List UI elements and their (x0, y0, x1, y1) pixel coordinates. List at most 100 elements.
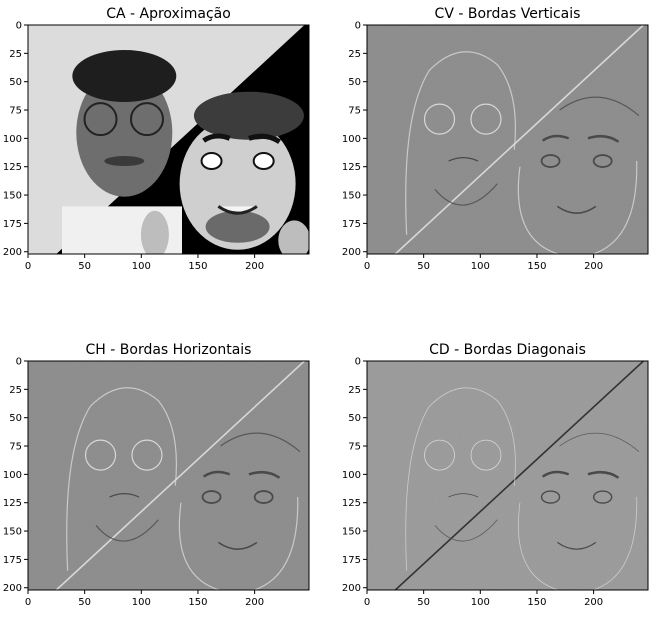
y-tick-label: 50 (9, 413, 22, 424)
glasses-edge (131, 439, 163, 471)
y-tick-label: 125 (342, 498, 361, 509)
mouth-edge (448, 493, 479, 498)
contour-edge (559, 432, 640, 452)
x-tick-label: 0 (25, 597, 31, 608)
panel-title: CV - Bordas Verticais (435, 6, 581, 22)
hair-avatar (193, 91, 304, 140)
y-tick-label: 200 (3, 247, 22, 258)
contour-edge (434, 183, 498, 206)
y-tick-label: 100 (342, 470, 361, 481)
diagonal-edge (55, 361, 306, 590)
x-tick-label: 100 (132, 261, 151, 272)
image-area (367, 361, 648, 590)
y-tick-label: 175 (342, 555, 361, 566)
thumb-right (278, 220, 309, 254)
y-tick-label: 50 (348, 77, 361, 88)
image-area (28, 25, 309, 254)
brow-edge (587, 470, 620, 479)
x-tick-label: 150 (188, 261, 207, 272)
contour-edge (66, 387, 178, 571)
axes-frame (27, 360, 310, 591)
eye-right-avatar (252, 152, 275, 171)
y-tick-label: 175 (3, 555, 22, 566)
brow-left-avatar (202, 133, 231, 143)
axes-frame (27, 24, 310, 255)
thumb-left (140, 210, 169, 254)
glasses-edge (423, 103, 456, 135)
y-tick-label: 0 (16, 21, 22, 32)
panel-title: CH - Bordas Horizontais (86, 342, 252, 358)
eye-edge (540, 154, 561, 168)
x-tick-label: 200 (584, 597, 603, 608)
hair-left (72, 50, 177, 103)
beard-avatar (205, 210, 270, 243)
brow-edge (202, 470, 231, 478)
x-tick-label: 100 (471, 597, 490, 608)
y-tick-label: 50 (9, 77, 22, 88)
y-tick-label: 150 (3, 527, 22, 538)
contour-edge (405, 387, 516, 571)
y-tick-label: 100 (342, 134, 361, 145)
eye-left-avatar (200, 152, 223, 171)
panel-title: CA - Aproximação (106, 6, 231, 22)
x-tick-label: 100 (471, 261, 490, 272)
y-tick-label: 25 (348, 385, 361, 396)
axes-frame (366, 24, 649, 255)
x-tick-label: 200 (584, 261, 603, 272)
image-area (367, 25, 648, 254)
eye-edge (592, 490, 613, 504)
glasses-edge (470, 439, 502, 471)
y-tick-label: 200 (3, 583, 22, 594)
smile-avatar (217, 205, 258, 215)
y-tick-label: 50 (348, 413, 361, 424)
y-tick-label: 150 (342, 527, 361, 538)
y-tick-label: 75 (9, 106, 22, 117)
face-avatar (179, 117, 296, 250)
glasses-edge (470, 103, 502, 135)
brow-edge (248, 470, 281, 479)
y-tick-label: 200 (342, 583, 361, 594)
y-tick-label: 150 (342, 191, 361, 202)
eye-edge (253, 490, 274, 504)
contour-edge (178, 497, 299, 590)
y-tick-label: 25 (9, 385, 22, 396)
y-tick-label: 200 (342, 247, 361, 258)
diagonal-edge (394, 361, 645, 590)
mouth-edge (448, 157, 479, 162)
glasses-edge (84, 439, 117, 471)
x-tick-label: 100 (132, 597, 151, 608)
contour-edge (434, 519, 498, 542)
x-tick-label: 150 (527, 261, 546, 272)
x-tick-label: 50 (417, 261, 430, 272)
y-tick-label: 100 (3, 134, 22, 145)
y-tick-label: 25 (9, 49, 22, 60)
glasses-edge (424, 439, 455, 471)
mouth-edge (556, 205, 597, 214)
x-tick-label: 0 (364, 597, 370, 608)
brow-edge (587, 134, 620, 143)
glasses-right-lens (129, 102, 164, 137)
y-tick-label: 150 (3, 191, 22, 202)
x-tick-label: 200 (245, 261, 264, 272)
image-area (28, 361, 309, 590)
y-tick-label: 75 (9, 442, 22, 453)
y-tick-label: 0 (355, 357, 361, 368)
eye-edge (201, 490, 222, 504)
x-tick-label: 0 (364, 261, 370, 272)
y-tick-label: 75 (348, 106, 361, 117)
y-tick-label: 125 (342, 162, 361, 173)
diagonal-edge (394, 25, 645, 254)
axes-frame (366, 360, 649, 591)
x-tick-label: 150 (527, 597, 546, 608)
y-tick-label: 175 (342, 219, 361, 230)
x-tick-label: 50 (78, 261, 91, 272)
brow-right-avatar (248, 133, 281, 144)
contour-edge (517, 161, 638, 254)
y-tick-label: 0 (355, 21, 361, 32)
contour-edge (559, 96, 640, 117)
